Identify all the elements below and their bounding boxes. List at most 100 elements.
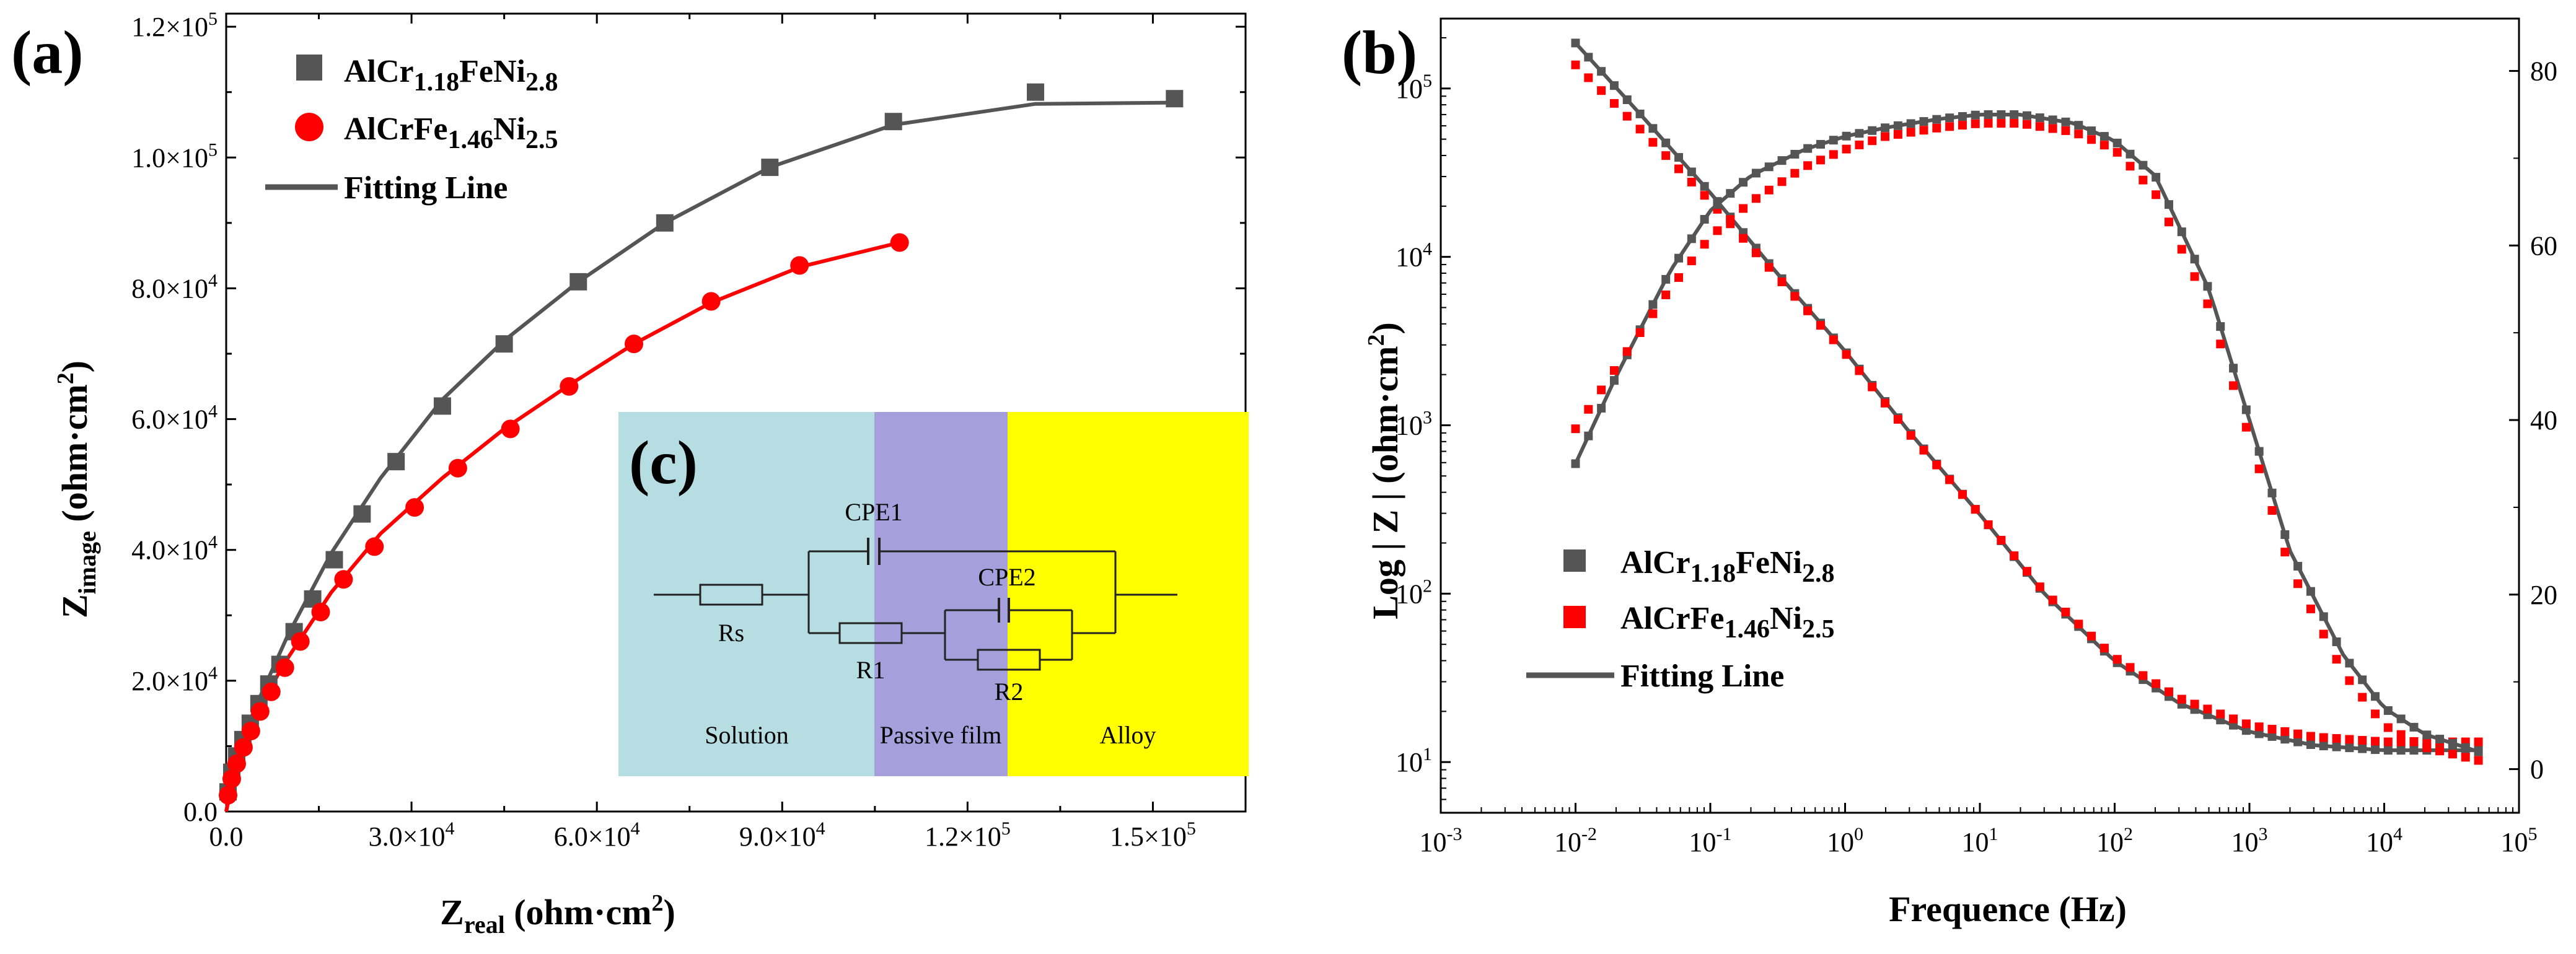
data-point (2048, 124, 2057, 133)
data-point (2099, 141, 2109, 150)
data-point (1868, 382, 1877, 392)
panel-label-b: (b) (1342, 18, 1417, 87)
x-tick-label: 6.0×104 (554, 818, 640, 852)
data-point (1713, 200, 1722, 209)
legend-b-label-s1: AlCr1.18FeNi2.8 (1620, 545, 1834, 588)
data-point (1971, 505, 1980, 514)
data-point (2177, 227, 2186, 237)
data-point (2358, 675, 2367, 685)
data-point (1687, 177, 1696, 186)
data-point (1855, 366, 1864, 375)
data-point (1622, 112, 1632, 121)
data-point (1932, 115, 1941, 124)
data-point (1571, 459, 1580, 468)
data-point (2099, 644, 2109, 653)
data-point (2422, 743, 2432, 753)
x-tick-label: 10-2 (1554, 824, 1597, 857)
data-point (1751, 194, 1761, 203)
data-point (2332, 742, 2341, 751)
data-point (2383, 737, 2393, 746)
data-point (1958, 112, 1967, 121)
data-point (1635, 328, 1645, 337)
data-point (2267, 488, 2277, 497)
data-point (1726, 215, 1735, 224)
data-point (1764, 263, 1774, 272)
data-point-s2 (241, 722, 260, 741)
data-point (2409, 722, 2419, 732)
data-point (2319, 629, 2328, 639)
panel-label-a: (a) (11, 18, 84, 87)
data-point-s2 (625, 335, 643, 354)
data-point (1661, 290, 1671, 299)
data-point (2345, 676, 2354, 685)
data-point (2461, 743, 2470, 752)
data-point (2099, 132, 2109, 141)
x-tick-label: 10-3 (1420, 824, 1462, 857)
data-point (1803, 144, 1813, 153)
data-point (1635, 109, 1645, 118)
data-point (2306, 587, 2315, 596)
panel-a-tick-labels: 0.0 3.0×104 6.0×104 9.0×104 1.2×105 1.5×105 0.… (131, 9, 1196, 852)
data-point (2139, 160, 2148, 170)
data-point (1764, 185, 1774, 195)
data-point (1739, 234, 1748, 243)
legend-marker-s1 (296, 55, 322, 81)
data-point-s1 (325, 551, 343, 569)
data-point (1971, 119, 1980, 128)
data-point (1674, 253, 1684, 263)
data-point (1661, 138, 1671, 147)
y2-tick-label: 40 (2530, 405, 2557, 435)
data-point (2461, 753, 2470, 762)
data-point (2061, 607, 2070, 616)
data-point (1700, 215, 1709, 224)
data-point (2087, 126, 2096, 136)
capacitor-cpe1 (867, 538, 881, 565)
data-point-s1 (1027, 83, 1045, 101)
data-point (2396, 730, 2406, 739)
data-point-s1 (656, 214, 674, 232)
data-point (2229, 714, 2238, 724)
data-point (2267, 725, 2277, 734)
data-point (2152, 679, 2161, 688)
data-point (1932, 460, 1941, 470)
data-point (2010, 119, 2019, 128)
data-point (1984, 110, 1993, 119)
data-point (1997, 119, 2006, 128)
data-point-s2 (405, 498, 424, 517)
data-point-s1 (884, 113, 902, 131)
data-point (2203, 282, 2212, 291)
data-point (2112, 138, 2122, 147)
panel-b-frame (1440, 17, 2520, 814)
data-point (2293, 729, 2303, 738)
legend-b-marker-s2 (1563, 606, 1586, 628)
legend-b-label-fit: Fitting Line (1620, 659, 1784, 694)
data-point (2383, 723, 2393, 732)
legend-marker-s2 (295, 113, 323, 141)
legend-b-label-s2: AlCrFe1.46Ni2.5 (1620, 601, 1834, 644)
data-point-s2 (334, 570, 353, 589)
data-point (2358, 744, 2367, 753)
data-point (2371, 737, 2380, 746)
data-point (2280, 727, 2290, 736)
panel-b-legend: AlCr1.18FeNi2.8 AlCrFe1.46Ni2.5 Fitting … (1526, 545, 1834, 694)
data-point (2332, 637, 2341, 647)
resistor-rs (699, 584, 763, 606)
data-point (1790, 292, 1800, 301)
y-tick-label: 1.2×105 (131, 9, 218, 42)
resistor-r1 (838, 622, 903, 644)
data-point (2345, 735, 2354, 744)
panel-a-points (218, 83, 1184, 805)
data-point-s2 (501, 419, 520, 439)
panel-b: (b) 10-3 10-2 10-1 100 101 102 103 104 105 101 102… (1342, 17, 2557, 929)
data-point (2074, 121, 2083, 130)
data-point (1893, 129, 1902, 139)
data-point (1609, 376, 1619, 385)
data-point (1906, 431, 1915, 440)
data-point (2177, 245, 2186, 254)
data-point-s1 (353, 505, 371, 523)
data-point (1726, 189, 1735, 198)
data-point (1893, 121, 1902, 130)
data-point (2061, 126, 2070, 135)
data-point (1971, 110, 1980, 120)
data-point (1906, 119, 1915, 128)
